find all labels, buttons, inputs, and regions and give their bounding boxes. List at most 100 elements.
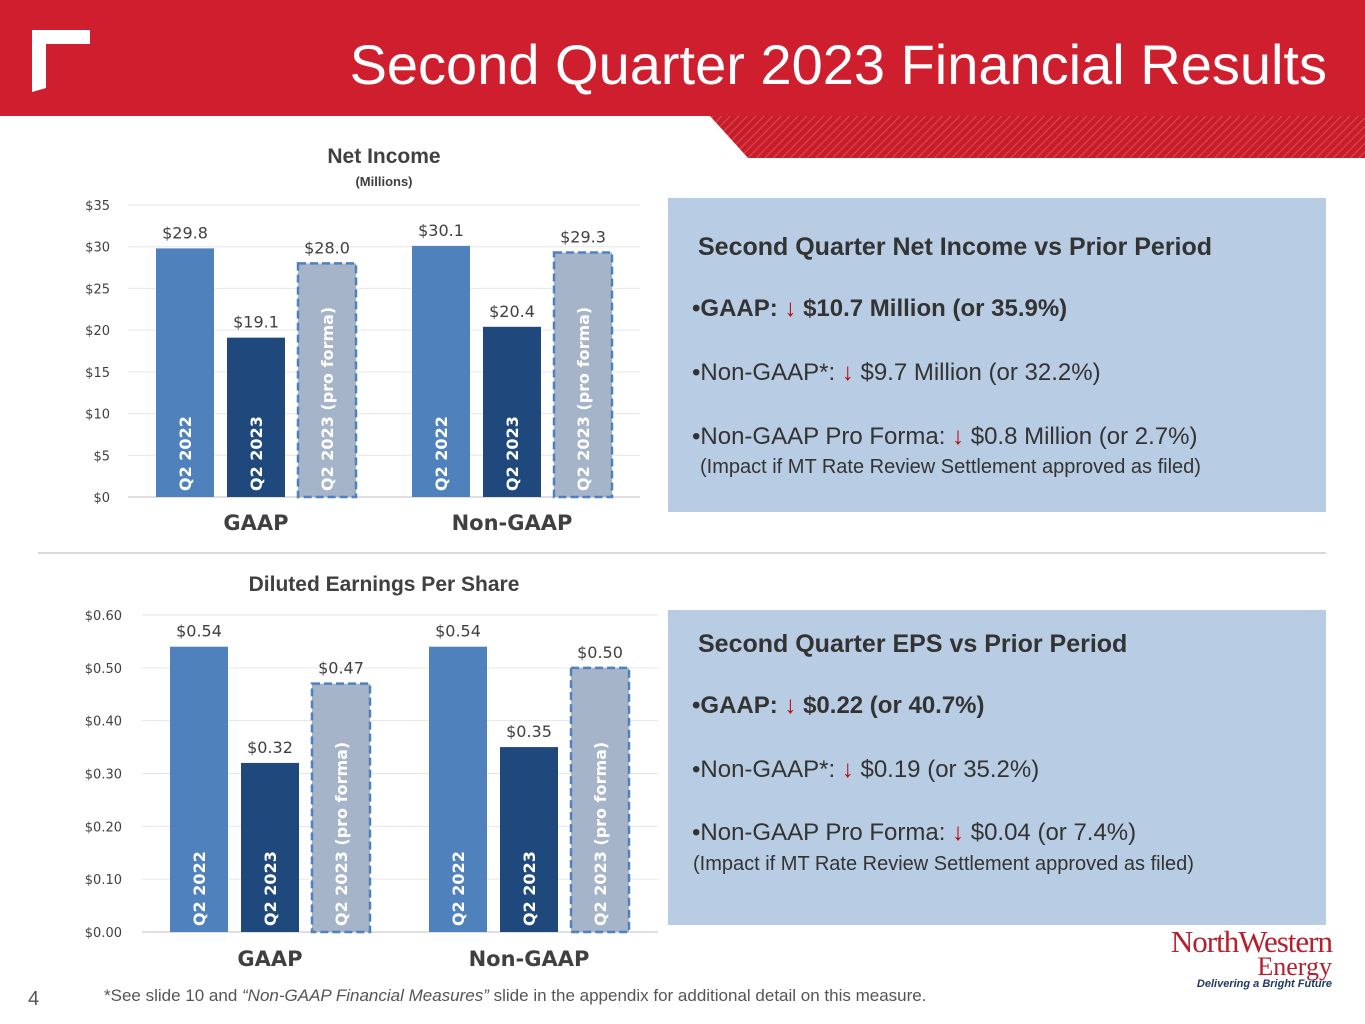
bar xyxy=(227,337,285,497)
category-label: Q2 2023 xyxy=(261,851,280,926)
page-number: 4 xyxy=(28,988,40,1010)
down-arrow-icon: ↓ xyxy=(784,295,797,322)
gaap-label: •GAAP: xyxy=(692,692,778,719)
data-label: $20.4 xyxy=(489,302,535,321)
down-arrow-icon: ↓ xyxy=(841,756,854,783)
nongaap-label: •Non-GAAP*: xyxy=(692,359,836,386)
net-income-proforma-note: (Impact if MT Rate Review Settlement app… xyxy=(700,456,1201,478)
chart-title: Net Income xyxy=(327,145,440,168)
footnote-text-a: *See slide 10 and xyxy=(104,986,242,1005)
group-label: GAAP xyxy=(223,511,288,535)
section-divider xyxy=(38,552,1326,554)
category-label: Q2 2023 xyxy=(520,851,539,926)
bar xyxy=(552,251,614,499)
eps-proforma-line: •Non-GAAP Pro Forma: ↓ $0.04 (or 7.4%) xyxy=(692,819,1136,847)
data-label: $0.32 xyxy=(247,738,293,757)
y-tick-label: $0 xyxy=(93,491,110,506)
bar xyxy=(569,666,631,934)
category-label: Q2 2023 (pro forma) xyxy=(574,307,593,491)
category-label: Q2 2022 xyxy=(449,851,468,926)
bar xyxy=(241,762,299,932)
eps-summary-box: Second Quarter EPS vs Prior Period •GAAP… xyxy=(668,610,1326,925)
footnote-text-c: slide in the appendix for additional det… xyxy=(488,986,927,1005)
page-title: Second Quarter 2023 Financial Results xyxy=(349,33,1327,96)
data-label: $30.1 xyxy=(418,221,464,240)
data-label: $0.50 xyxy=(577,643,623,662)
y-tick-label: $25 xyxy=(85,282,110,297)
eps-gaap-line: •GAAP: ↓ $0.22 (or 40.7%) xyxy=(692,692,985,720)
chart-title: Diluted Earnings Per Share xyxy=(249,573,520,596)
y-tick-label: $5 xyxy=(93,449,110,464)
bar xyxy=(170,646,228,932)
net-income-proforma-line: •Non-GAAP Pro Forma: ↓ $0.8 Million (or … xyxy=(692,423,1197,451)
data-label: $0.54 xyxy=(435,622,481,641)
net-income-nongaap-line: •Non-GAAP*: ↓ $9.7 Million (or 32.2%) xyxy=(692,359,1101,387)
net-income-gaap-line: •GAAP: ↓ $10.7 Million (or 35.9%) xyxy=(692,295,1067,323)
gaap-value: $0.22 (or 40.7%) xyxy=(803,692,985,719)
data-label: $0.54 xyxy=(176,622,222,641)
proforma-value: $0.8 Million (or 2.7%) xyxy=(970,423,1198,450)
y-tick-label: $0.60 xyxy=(85,609,122,624)
group-label: Non-GAAP xyxy=(469,947,590,971)
chart-subtitle: (Millions) xyxy=(355,174,412,189)
data-label: $29.8 xyxy=(162,223,208,242)
eps-summary-title: Second Quarter EPS vs Prior Period xyxy=(698,630,1128,658)
proforma-label: •Non-GAAP Pro Forma: xyxy=(692,423,946,450)
category-label: Q2 2023 (pro forma) xyxy=(318,307,337,491)
y-tick-label: $35 xyxy=(85,199,110,214)
header-stripe xyxy=(710,116,1365,158)
category-label: Q2 2022 xyxy=(432,416,451,491)
y-tick-label: $0.00 xyxy=(85,926,122,941)
data-label: $0.35 xyxy=(506,722,552,741)
data-label: $0.47 xyxy=(318,659,364,678)
northwestern-energy-logo: NorthWestern Energy Delivering a Bright … xyxy=(1140,924,1336,994)
header-bar: Second Quarter 2023 Financial Results xyxy=(0,0,1365,116)
nongaap-value: $0.19 (or 35.2%) xyxy=(860,756,1040,783)
brand-sub: Energy xyxy=(1257,952,1332,981)
data-label: $28.0 xyxy=(304,238,350,257)
net-income-chart: Net Income (Millions) $0 $5 $10 $15 $20 $25 $30 $… xyxy=(85,145,640,535)
group-label: GAAP xyxy=(237,947,302,971)
y-tick-label: $30 xyxy=(85,241,110,256)
bar xyxy=(156,248,214,497)
nongaap-label: •Non-GAAP*: xyxy=(692,756,836,783)
footnote: *See slide 10 and “Non-GAAP Financial Me… xyxy=(104,986,926,1006)
data-label: $19.1 xyxy=(233,313,279,332)
y-tick-label: $0.20 xyxy=(85,820,122,835)
brand-tagline: Delivering a Bright Future xyxy=(1196,978,1332,990)
y-tick-label: $0.10 xyxy=(85,873,122,888)
footnote-text-b: “Non-GAAP Financial Measures” xyxy=(242,986,489,1005)
bar xyxy=(296,262,358,499)
category-label: Q2 2023 xyxy=(247,416,266,491)
nongaap-value: $9.7 Million (or 32.2%) xyxy=(860,359,1101,386)
eps-chart: Diluted Earnings Per Share $0.00 $0.10 $0.2… xyxy=(85,573,658,971)
y-tick-label: $20 xyxy=(85,324,110,339)
y-tick-label: $0.40 xyxy=(85,715,122,730)
brand-name: NorthWestern xyxy=(1170,924,1333,959)
proforma-label: •Non-GAAP Pro Forma: xyxy=(692,819,946,846)
category-label: Q2 2022 xyxy=(176,416,195,491)
down-arrow-icon: ↓ xyxy=(784,692,797,719)
y-tick-label: $15 xyxy=(85,366,110,381)
bar xyxy=(412,245,470,497)
down-arrow-icon: ↓ xyxy=(952,423,965,450)
net-income-summary-box: Second Quarter Net Income vs Prior Perio… xyxy=(668,198,1326,512)
eps-proforma-note: (Impact if MT Rate Review Settlement app… xyxy=(693,853,1194,875)
gaap-label: •GAAP: xyxy=(692,295,778,322)
y-tick-label: $10 xyxy=(85,408,110,423)
gaap-value: $10.7 Million (or 35.9%) xyxy=(803,295,1068,322)
eps-nongaap-line: •Non-GAAP*: ↓ $0.19 (or 35.2%) xyxy=(692,756,1039,784)
bar xyxy=(483,326,541,497)
down-arrow-icon: ↓ xyxy=(841,359,854,386)
category-label: Q2 2023 xyxy=(503,416,522,491)
y-tick-label: $0.30 xyxy=(85,768,122,783)
corner-logo-icon xyxy=(32,30,90,92)
group-label: Non-GAAP xyxy=(452,511,573,535)
bar xyxy=(429,646,487,932)
bar xyxy=(500,747,558,932)
category-label: Q2 2023 (pro forma) xyxy=(591,742,610,926)
category-label: Q2 2022 xyxy=(190,851,209,926)
category-label: Q2 2023 (pro forma) xyxy=(332,742,351,926)
net-income-summary-title: Second Quarter Net Income vs Prior Perio… xyxy=(698,233,1213,261)
down-arrow-icon: ↓ xyxy=(952,819,965,846)
